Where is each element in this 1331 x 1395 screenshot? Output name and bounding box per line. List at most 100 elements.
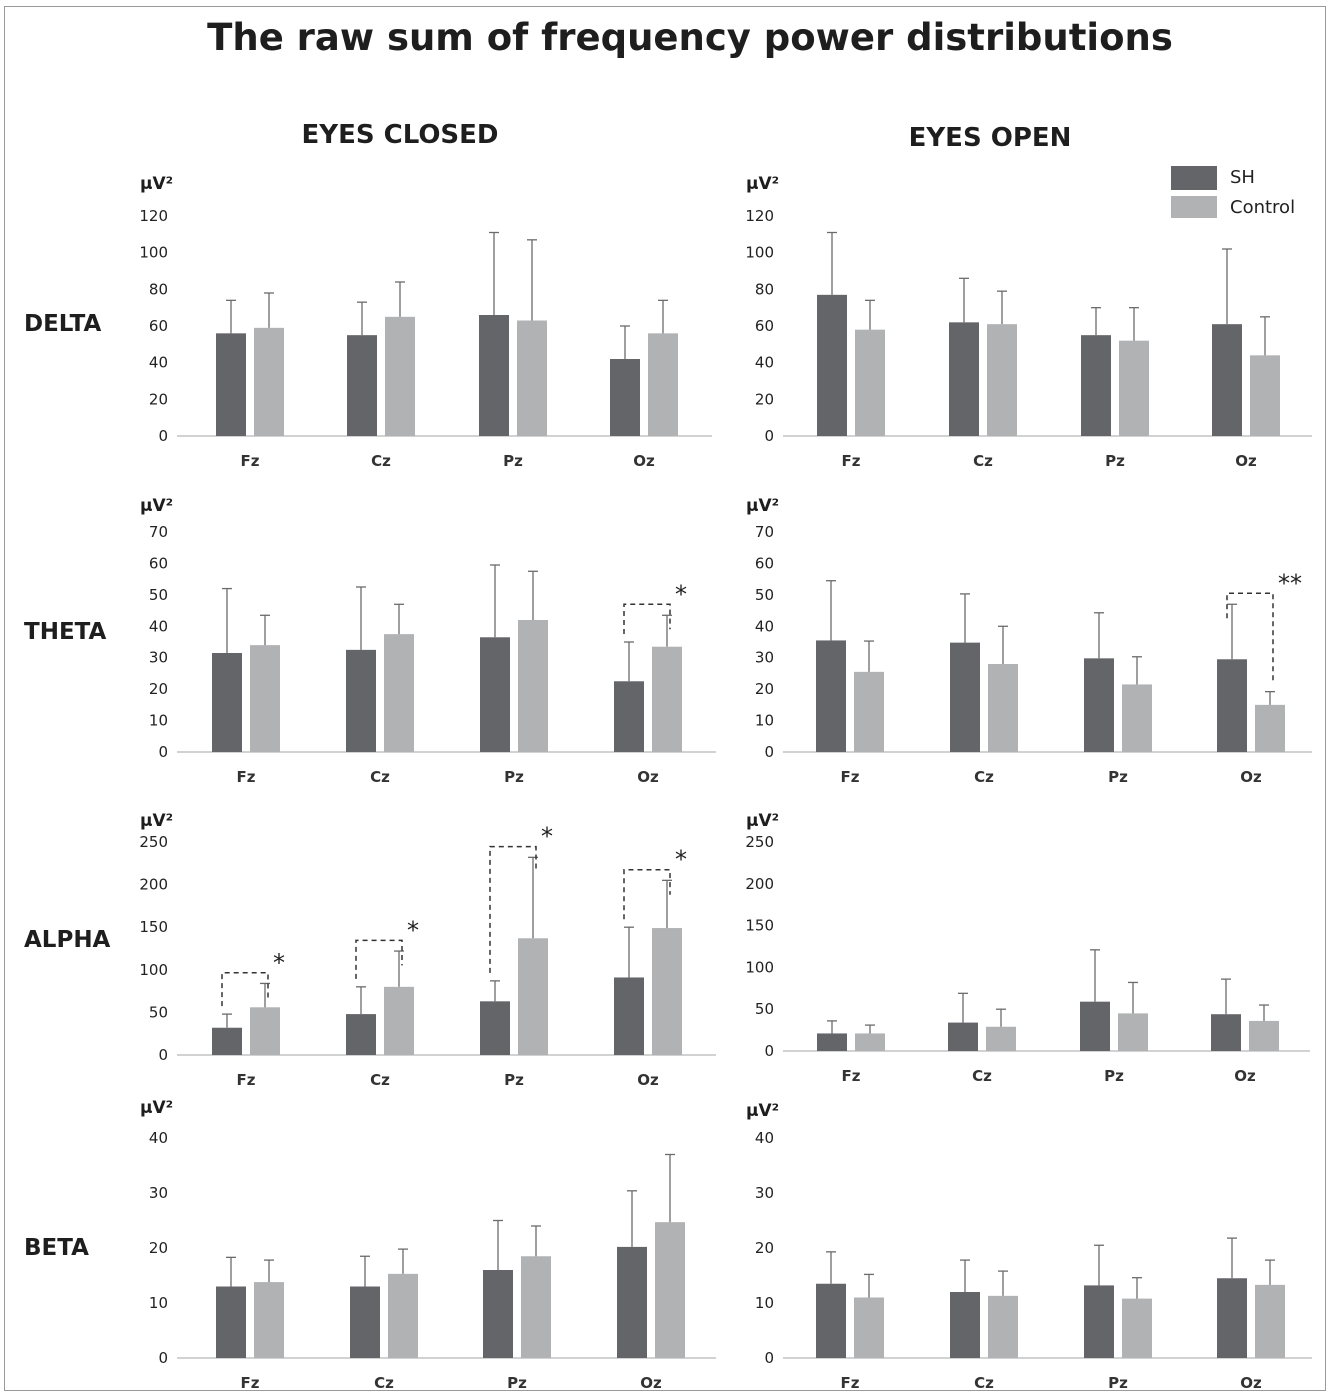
unit-label: µV² [140, 1098, 173, 1118]
y-tick-label: 50 [149, 1003, 168, 1021]
bar-sh-pz [1084, 658, 1114, 752]
y-tick-label: 200 [139, 876, 168, 894]
bar-control-oz [652, 928, 682, 1055]
bar-sh-oz [1217, 1278, 1247, 1358]
bar-sh-oz [614, 681, 644, 752]
unit-label: µV² [746, 174, 779, 194]
bar-control-fz [854, 671, 884, 752]
x-tick-label: Cz [972, 1067, 992, 1085]
unit-label: µV² [746, 496, 779, 516]
bar-control-pz [521, 1256, 551, 1358]
bar-control-cz [388, 1273, 418, 1358]
y-tick-label: 40 [755, 1129, 774, 1147]
y-tick-label: 0 [764, 743, 774, 761]
y-tick-label: 250 [139, 833, 168, 851]
y-tick-label: 60 [755, 317, 774, 335]
unit-label: µV² [140, 811, 173, 831]
legend-label-sh: SH [1230, 167, 1255, 188]
x-tick-label: Cz [370, 1071, 390, 1089]
x-tick-label: Oz [640, 1374, 662, 1392]
bar-sh-fz [216, 1286, 246, 1358]
bar-sh-cz [948, 1022, 978, 1051]
significance-bracket [489, 845, 537, 973]
column-heading-eyes-open: EYES OPEN [909, 123, 1072, 153]
x-tick-label: Pz [507, 1374, 527, 1392]
y-tick-label: 20 [755, 390, 774, 408]
x-tick-label: Oz [1240, 1374, 1262, 1392]
bar-control-pz [1122, 684, 1152, 752]
bar-control-oz [1255, 1284, 1285, 1358]
bar-sh-pz [1084, 1285, 1114, 1358]
significance-bracket [623, 603, 671, 634]
y-tick-label: 100 [745, 244, 774, 262]
y-tick-label: 60 [755, 554, 774, 572]
y-tick-label: 20 [149, 680, 168, 698]
bar-sh-cz [950, 642, 980, 752]
row-heading-theta: THETA [24, 619, 107, 645]
y-tick-label: 60 [149, 554, 168, 572]
bar-sh-pz [480, 1001, 510, 1055]
x-tick-label: Oz [1240, 768, 1262, 786]
y-tick-label: 100 [745, 958, 774, 976]
bar-control-cz [987, 324, 1017, 436]
y-tick-label: 0 [158, 743, 168, 761]
y-tick-label: 40 [149, 354, 168, 372]
significance-marker: * [407, 916, 419, 944]
y-tick-label: 80 [149, 280, 168, 298]
y-tick-label: 70 [755, 523, 774, 541]
x-tick-label: Fz [842, 1067, 861, 1085]
x-tick-label: Fz [841, 1374, 860, 1392]
significance-marker: * [541, 823, 553, 851]
bar-sh-oz [610, 359, 640, 436]
x-tick-label: Oz [1235, 452, 1257, 470]
x-tick-label: Cz [370, 768, 390, 786]
x-tick-label: Pz [503, 452, 523, 470]
y-tick-label: 40 [149, 617, 168, 635]
bar-control-cz [988, 664, 1018, 752]
x-tick-label: Fz [237, 1071, 256, 1089]
x-tick-label: Pz [1104, 1067, 1124, 1085]
bar-control-fz [250, 1007, 280, 1055]
unit-label: µV² [140, 174, 173, 194]
bar-control-oz [1249, 1020, 1279, 1051]
y-tick-label: 0 [764, 1349, 774, 1367]
y-tick-label: 0 [764, 427, 774, 445]
bar-control-fz [855, 329, 885, 436]
bar-sh-pz [483, 1270, 513, 1358]
y-tick-label: 250 [745, 833, 774, 851]
significance-bracket [623, 868, 671, 920]
bar-control-cz [384, 634, 414, 752]
x-tick-label: Cz [974, 1374, 994, 1392]
x-tick-label: Oz [637, 768, 659, 786]
x-tick-label: Oz [1234, 1067, 1256, 1085]
bar-sh-cz [346, 649, 376, 752]
x-tick-label: Pz [504, 768, 524, 786]
x-tick-label: Cz [973, 452, 993, 470]
y-tick-label: 60 [149, 317, 168, 335]
y-tick-label: 40 [149, 1129, 168, 1147]
y-tick-label: 150 [139, 918, 168, 936]
significance-marker: * [273, 949, 285, 977]
unit-label: µV² [746, 811, 779, 831]
bar-sh-pz [479, 315, 509, 436]
bar-sh-pz [480, 637, 510, 752]
y-tick-label: 50 [755, 586, 774, 604]
legend-label-control: Control [1230, 197, 1295, 218]
bar-sh-pz [1080, 1001, 1110, 1051]
significance-marker: * [675, 580, 687, 608]
y-tick-label: 120 [139, 207, 168, 225]
legend-swatch-control [1171, 196, 1217, 218]
bar-sh-oz [614, 977, 644, 1055]
panel-beta-open: µV² 0 10 20 30 40 Fz Cz Pz Oz [746, 1101, 1312, 1392]
significance-bracket [221, 972, 269, 1007]
x-tick-label: Cz [371, 452, 391, 470]
bar-sh-oz [1217, 659, 1247, 752]
bar-control-fz [254, 327, 284, 436]
y-tick-label: 0 [158, 1046, 168, 1064]
x-tick-label: Cz [974, 768, 994, 786]
unit-label: µV² [746, 1101, 779, 1121]
bar-control-pz [518, 620, 548, 752]
legend-swatch-sh [1171, 166, 1217, 190]
x-tick-label: Pz [504, 1071, 524, 1089]
